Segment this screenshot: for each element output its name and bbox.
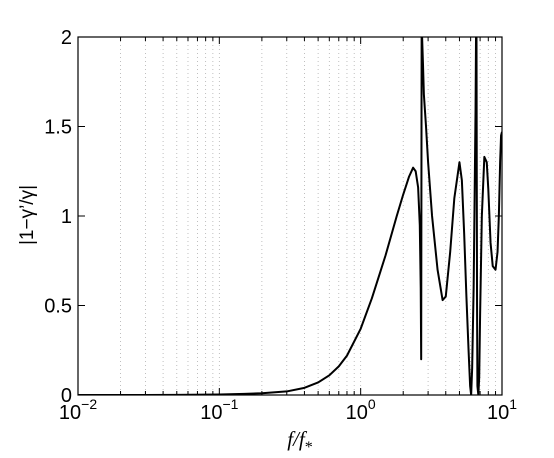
x-tick-label: 10−1 <box>200 396 238 424</box>
y-tick-label: 2 <box>61 27 72 49</box>
y-axis-title: |1−γ’/γ| <box>17 185 38 245</box>
x-axis-title: f/f* <box>287 427 313 456</box>
x-tick-label: 100 <box>346 396 376 424</box>
x-axis-title-main: f/f <box>287 427 308 451</box>
x-tick-label-base: 10 <box>346 402 368 424</box>
x-axis-title-subscript: * <box>305 439 313 456</box>
x-tick-label-exponent: −2 <box>81 396 97 412</box>
x-tick-label: 101 <box>487 396 517 424</box>
y-tick-label: 1 <box>61 206 72 228</box>
y-tick-label: 0.5 <box>44 296 72 318</box>
series-layer <box>78 37 502 395</box>
x-tick-label-base: 10 <box>200 402 222 424</box>
x-tick-label: 10−2 <box>59 396 97 424</box>
x-tick-label-base: 10 <box>59 402 81 424</box>
series-line <box>78 37 502 395</box>
x-tick-label-exponent: −1 <box>222 396 238 412</box>
y-tick-label: 1.5 <box>44 117 72 139</box>
x-tick-label-exponent: 0 <box>368 396 376 412</box>
tick-marks <box>78 36 502 396</box>
y-tick-label: 0 <box>61 385 72 407</box>
x-tick-label-base: 10 <box>487 402 509 424</box>
x-tick-label-exponent: 1 <box>509 396 517 412</box>
